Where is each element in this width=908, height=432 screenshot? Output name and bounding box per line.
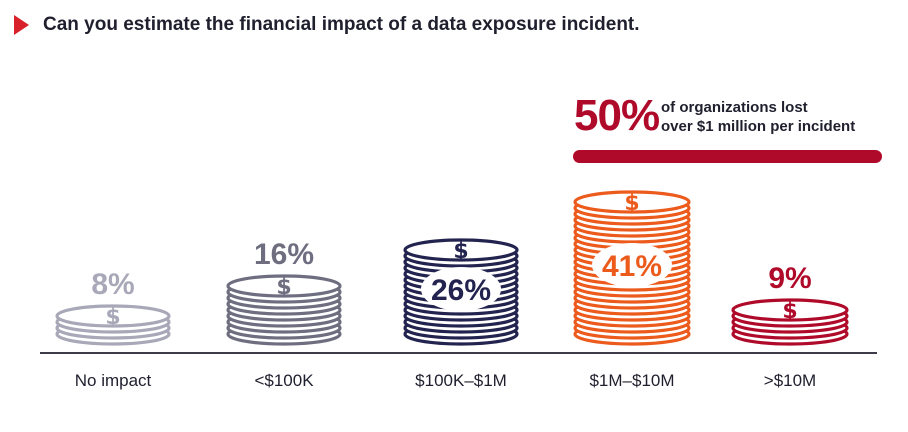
dollar-icon: $ bbox=[276, 275, 291, 300]
coin-stack-2: $26% bbox=[403, 238, 519, 346]
category-label: $1M–$10M bbox=[589, 371, 674, 390]
dollar-icon: $ bbox=[624, 191, 639, 216]
coin-stack-0: $8% bbox=[55, 268, 171, 346]
title-arrow-icon bbox=[14, 15, 29, 35]
coin-stack-1: $16% bbox=[226, 238, 342, 346]
data-label: 9% bbox=[768, 262, 811, 295]
coin bbox=[731, 298, 849, 322]
category-label: No impact bbox=[75, 371, 152, 390]
data-label: 16% bbox=[254, 238, 314, 271]
callout-percentage: 50% bbox=[574, 91, 660, 140]
callout-bracket-bar bbox=[573, 150, 882, 163]
callout-description: of organizations lost over $1 million pe… bbox=[661, 98, 855, 136]
data-label: 41% bbox=[602, 250, 662, 283]
data-label: 8% bbox=[91, 268, 134, 301]
callout-line-1: of organizations lost bbox=[661, 99, 808, 116]
dollar-icon: $ bbox=[453, 239, 468, 264]
category-label: <$100K bbox=[254, 371, 314, 390]
value-label-backdrop bbox=[592, 243, 672, 287]
chart-title: Can you estimate the financial impact of… bbox=[43, 14, 640, 35]
chart-title-row: Can you estimate the financial impact of… bbox=[14, 14, 640, 36]
callout-line-2: over $1 million per incident bbox=[661, 118, 856, 135]
coin-stack-3: $41% bbox=[573, 190, 691, 346]
data-label: 26% bbox=[431, 274, 491, 307]
category-label: >$10M bbox=[764, 371, 816, 390]
coin bbox=[573, 190, 691, 214]
dollar-icon: $ bbox=[782, 299, 797, 324]
value-label-backdrop bbox=[421, 267, 501, 311]
coin bbox=[226, 274, 342, 298]
category-label: $100K–$1M bbox=[415, 371, 507, 390]
coin bbox=[403, 238, 519, 262]
coin-stack-4: $9% bbox=[731, 262, 849, 346]
coin bbox=[55, 304, 171, 328]
dollar-icon: $ bbox=[105, 305, 120, 330]
